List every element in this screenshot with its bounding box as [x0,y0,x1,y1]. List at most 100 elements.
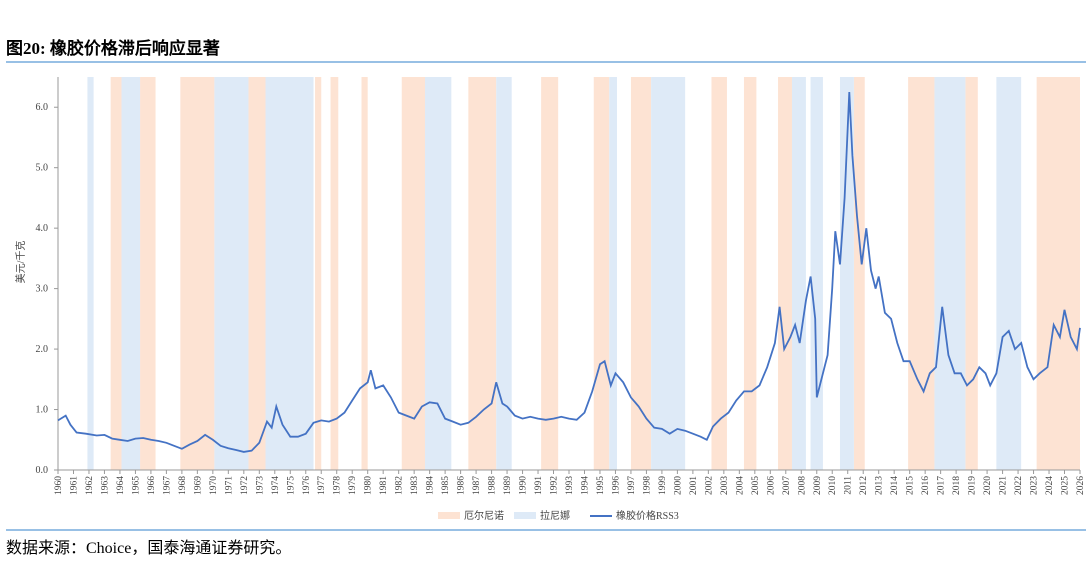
price-line [57,92,1081,453]
x-tick-label: 1988 [488,476,498,495]
x-tick-label: 2020 [983,476,993,495]
x-tick-label: 2007 [782,476,792,495]
y-tick-label: 4.0 [36,223,49,234]
x-tick-label: 1985 [441,476,451,495]
band [496,77,512,470]
band [401,77,425,470]
legend-label: 厄尔尼诺 [464,509,504,522]
x-tick-label: 1990 [519,476,529,495]
x-tick-label: 2012 [859,476,869,495]
x-tick-label: 2022 [1014,476,1024,495]
band [651,77,686,470]
x-tick-label: 2011 [844,476,854,495]
x-tick-label: 2000 [673,476,683,495]
x-tick-label: 1964 [116,476,126,495]
x-tick-label: 2015 [906,476,916,495]
x-tick-label: 1961 [69,476,79,495]
chart-title: 图20: 橡胶价格滞后响应显著 [6,38,220,58]
x-tick-label: 1973 [255,476,265,495]
x-tick-label: 1974 [271,476,281,495]
x-tick-label: 1991 [534,476,544,495]
x-tick-label: 1986 [457,476,467,495]
y-tick-label: 5.0 [36,163,49,174]
x-tick-label: 2004 [735,476,745,495]
x-tick-label: 1962 [85,476,95,495]
x-tick-label: 2017 [937,476,947,495]
band [609,77,618,470]
x-tick-label: 1989 [503,476,513,495]
x-tick-label: 2024 [1045,476,1055,495]
x-tick-label: 2025 [1061,476,1071,495]
x-tick-label: 1994 [580,476,590,495]
x-tick-label: 1965 [131,476,141,495]
band [110,77,122,470]
x-tick-label: 1984 [426,476,436,495]
band [541,77,559,470]
y-tick-label: 2.0 [36,344,49,355]
band [265,77,314,470]
x-tick-label: 1979 [348,476,358,495]
x-tick-label: 2010 [828,476,838,495]
x-tick-label: 1981 [379,476,389,495]
band [315,77,322,470]
x-tick-label: 2013 [875,476,885,495]
band [593,77,610,470]
x-tick-label: 1982 [395,476,405,495]
x-tick-label: 1966 [147,476,157,495]
band [853,77,865,470]
band [630,77,652,470]
x-tick-label: 1976 [302,476,312,495]
x-tick-label: 2008 [797,476,807,495]
band [810,77,823,470]
band [934,77,966,470]
x-tick-label: 1971 [224,476,234,495]
x-tick-label: 1968 [178,476,188,495]
x-tick-label: 1992 [550,476,560,495]
x-tick-label: 1975 [286,476,296,495]
band [424,77,452,470]
band [711,77,727,470]
band [791,77,806,470]
band [87,77,94,470]
x-tick-label: 1995 [596,476,606,495]
x-tick-label: 1967 [162,476,172,495]
band [140,77,156,470]
band [778,77,792,470]
x-tick-label: 1969 [193,476,203,495]
x-tick-label: 1970 [209,476,219,495]
x-tick-label: 1993 [565,476,575,495]
source-note: 数据来源：Choice，国泰海通证券研究。 [6,539,291,557]
band [361,77,368,470]
band [839,77,854,470]
x-tick-label: 1978 [333,476,343,495]
x-tick-label: 2001 [689,476,699,495]
x-tick-label: 2005 [751,476,761,495]
x-tick-label: 1999 [658,476,668,495]
y-axis-label: 美元/千克 [14,241,27,284]
legend-label: 拉尼娜 [540,509,570,522]
x-tick-label: 1980 [364,476,374,495]
band [743,77,757,470]
band [248,77,266,470]
legend-label: 橡胶价格RSS3 [616,509,679,522]
band [965,77,978,470]
y-tick-label: 3.0 [36,284,49,295]
y-tick-label: 6.0 [36,102,49,113]
band [908,77,935,470]
x-tick-label: 2023 [1030,476,1040,495]
legend-swatch [438,512,460,519]
x-tick-label: 1998 [642,476,652,495]
y-tick-label: 0.0 [36,465,49,476]
band [1036,77,1080,470]
x-tick-label: 1996 [611,476,621,495]
x-tick-label: 2019 [968,476,978,495]
x-tick-label: 1987 [472,476,482,495]
x-tick-label: 2014 [890,476,900,495]
x-tick-label: 2006 [766,476,776,495]
y-tick-label: 1.0 [36,405,49,416]
x-tick-label: 2026 [1076,476,1086,495]
x-tick-label: 2021 [999,476,1009,495]
x-tick-label: 1997 [627,476,637,495]
x-tick-label: 1972 [240,476,250,495]
